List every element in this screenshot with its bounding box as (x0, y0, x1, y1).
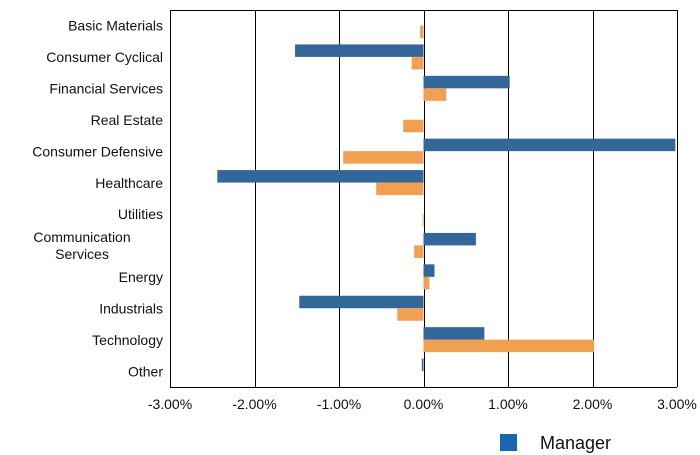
bar-series-2 (423, 339, 595, 353)
category-label: Utilities (118, 206, 163, 222)
legend: Manager (500, 433, 611, 453)
x-tick-label: -1.00% (317, 396, 361, 412)
bar-series-1 (299, 295, 424, 309)
bar-series-1 (423, 138, 676, 152)
x-tick-label: 2.00% (573, 396, 613, 412)
category-label: Basic Materials (68, 18, 163, 34)
category-label: Services (55, 246, 109, 262)
bar-series-2 (420, 25, 424, 38)
bar-series-1 (217, 170, 424, 183)
category-label: Other (128, 363, 163, 379)
bar-series-2 (343, 151, 424, 164)
category-label: Technology (92, 332, 163, 348)
bar-series-2 (376, 182, 424, 196)
bar-series-2 (411, 56, 424, 70)
legend-label-manager: Manager (540, 433, 611, 453)
bar-series-1 (421, 358, 424, 372)
bar-series-1 (423, 264, 435, 277)
x-tick-label: -2.00% (232, 396, 276, 412)
category-labels: Basic Materials Consumer Cyclical Financia… (32, 18, 163, 380)
bar-series-2 (414, 245, 424, 258)
category-label: Consumer Defensive (32, 143, 163, 159)
category-label: Real Estate (91, 112, 164, 128)
category-label: Industrials (99, 300, 163, 316)
bar-series-1 (295, 44, 424, 57)
category-label: Healthcare (95, 175, 163, 191)
bar-series-1 (423, 232, 476, 246)
x-tick-label: 0.00% (404, 396, 444, 412)
grid-lines (170, 10, 678, 388)
bar-series-2 (403, 119, 424, 133)
x-tick-label: -3.00% (148, 396, 192, 412)
bars (217, 25, 676, 372)
x-tick-label: 1.00% (488, 396, 528, 412)
bar-series-2 (422, 214, 424, 227)
bar-series-2 (423, 88, 447, 101)
bar-series-1 (423, 75, 510, 89)
x-tick-label: 3.00% (657, 396, 697, 412)
bar-series-1 (423, 327, 485, 340)
category-label: Consumer Cyclical (46, 49, 163, 65)
legend-swatch-manager (500, 434, 517, 451)
category-label: Energy (119, 269, 163, 285)
bar-series-2 (397, 308, 424, 321)
category-label: Communication (33, 229, 130, 245)
bar-series-2 (423, 276, 430, 290)
x-tick-labels: -3.00% -2.00% -1.00% 0.00% 1.00% 2.00% 3.00% (148, 396, 697, 412)
category-label: Financial Services (49, 81, 163, 97)
